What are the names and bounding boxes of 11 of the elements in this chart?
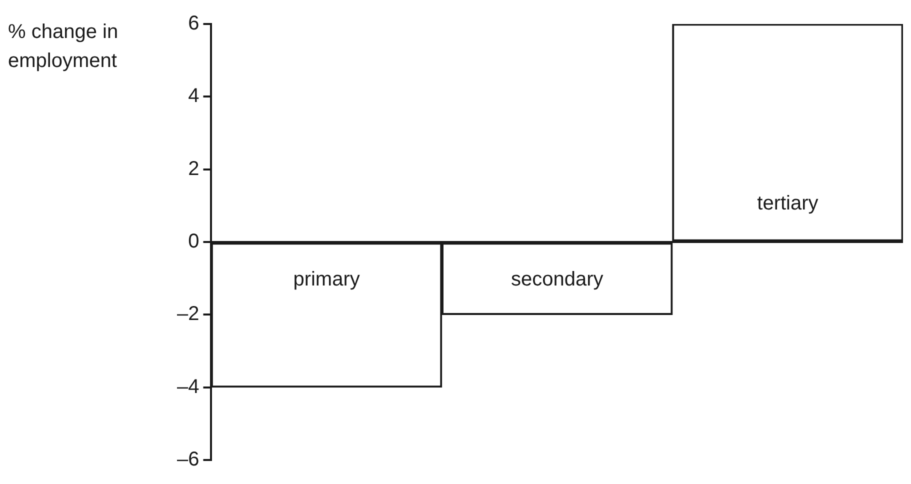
y-tick-label: –4 bbox=[176, 376, 200, 398]
y-tick-label: –6 bbox=[176, 448, 200, 471]
y-tick-label: 0 bbox=[188, 230, 200, 253]
y-tick-label: –2 bbox=[176, 303, 200, 326]
y-tick-label: 2 bbox=[188, 158, 200, 180]
x-tick-label: primary bbox=[293, 268, 360, 291]
x-tick-label: tertiary bbox=[757, 192, 818, 215]
y-tick-label: 4 bbox=[188, 85, 200, 108]
y-tick-label: 6 bbox=[188, 12, 200, 35]
y-axis-title: % change in employment bbox=[8, 21, 118, 72]
x-tick-label: secondary bbox=[510, 268, 604, 291]
